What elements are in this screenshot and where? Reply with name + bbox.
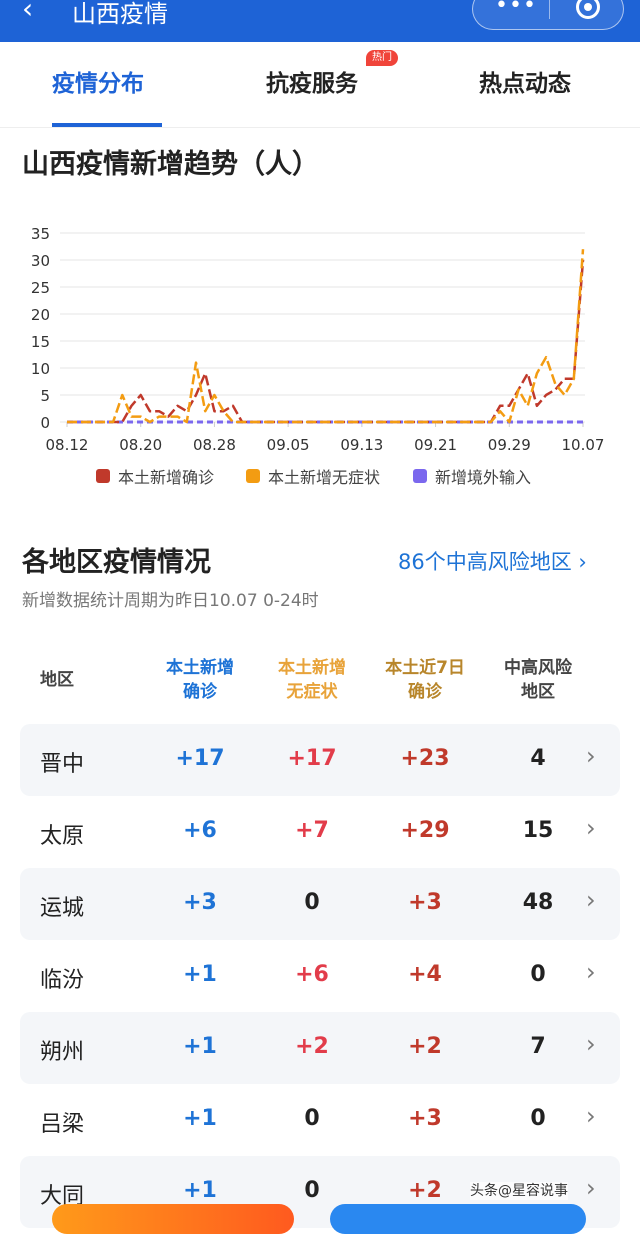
- divider: [549, 0, 550, 19]
- cell-value: +4: [408, 962, 442, 987]
- cell-value: +1: [183, 1106, 217, 1131]
- tab-news[interactable]: 热点动态: [479, 71, 571, 97]
- x-tick-label: 10.07: [562, 436, 605, 454]
- legend-swatch: [246, 469, 260, 483]
- cell-value: 7: [530, 1034, 546, 1059]
- cell-value: +3: [408, 1106, 442, 1131]
- legend-swatch: [413, 469, 427, 483]
- region-name: 晋中: [40, 752, 85, 777]
- tab-distribution[interactable]: 疫情分布: [52, 71, 144, 97]
- cell-value: +23: [400, 746, 450, 771]
- column-header: 地区: [40, 670, 74, 690]
- y-tick-label: 10: [31, 360, 50, 378]
- trend-chart: 35 30 25 20 15 10 5 0 08.12 08.20 08.28 09.05 09.13 0…: [31, 225, 605, 454]
- legend-imported: 新增境外输入: [413, 464, 531, 488]
- table-row[interactable]: 吕梁 +1 0 +3 0 ›: [20, 1084, 620, 1156]
- more-dots-icon[interactable]: •••: [495, 0, 537, 18]
- legend-asymptomatic: 本土新增无症状: [246, 464, 380, 488]
- bottom-button-left[interactable]: [52, 1204, 294, 1234]
- region-name: 吕梁: [40, 1112, 85, 1137]
- chevron-left-icon[interactable]: ‹: [22, 0, 34, 25]
- app-title: 山西疫情: [72, 0, 168, 28]
- chevron-right-icon[interactable]: ›: [586, 958, 596, 986]
- legend-swatch: [96, 469, 110, 483]
- column-header: 中高风险 地区: [504, 658, 572, 702]
- cell-value: 0: [304, 890, 320, 915]
- tab-services[interactable]: 抗疫服务: [266, 71, 358, 97]
- cell-value: 0: [530, 1106, 546, 1131]
- x-tick-label: 09.21: [414, 436, 457, 454]
- table-row[interactable]: 运城 +3 0 +3 48 ›: [20, 868, 620, 940]
- chevron-right-icon[interactable]: ›: [586, 1102, 596, 1130]
- cell-value: 0: [530, 962, 546, 987]
- legend-label: 新增境外输入: [435, 468, 532, 487]
- x-tick-label: 09.29: [488, 436, 531, 454]
- cell-value: 48: [522, 890, 554, 915]
- table-row[interactable]: 晋中 +17 +17 +23 4 ›: [20, 724, 620, 796]
- watermark: 头条@星容说事: [470, 1182, 568, 1200]
- regions-subtitle: 新增数据统计周期为昨日10.07 0-24时: [22, 591, 319, 611]
- cell-value: +3: [408, 890, 442, 915]
- table-row[interactable]: 太原 +6 +7 +29 15 ›: [20, 796, 620, 868]
- x-tick-label: 09.13: [340, 436, 383, 454]
- cell-value: +2: [295, 1034, 329, 1059]
- series-line-1: [67, 249, 585, 424]
- region-name: 运城: [40, 896, 85, 921]
- y-tick-label: 25: [31, 279, 50, 297]
- y-tick-label: 5: [40, 387, 50, 405]
- y-tick-label: 15: [31, 333, 50, 351]
- cell-value: 15: [522, 818, 554, 843]
- cell-value: +6: [295, 962, 329, 987]
- chevron-right-icon[interactable]: ›: [586, 886, 596, 914]
- cell-value: +17: [287, 746, 337, 771]
- column-header: 本土新增 无症状: [278, 658, 346, 702]
- cell-value: +3: [183, 890, 217, 915]
- region-name: 太原: [40, 824, 85, 849]
- column-header: 本土新增 确诊: [166, 658, 234, 702]
- y-tick-label: 35: [31, 225, 50, 243]
- legend-confirmed: 本土新增确诊: [96, 464, 214, 488]
- target-icon[interactable]: [576, 0, 600, 19]
- legend-label: 本土新增确诊: [118, 468, 215, 487]
- cell-value: +1: [183, 962, 217, 987]
- cell-value: +1: [183, 1178, 217, 1203]
- cell-value: 0: [304, 1178, 320, 1203]
- table-row[interactable]: 朔州 +1 +2 +2 7 ›: [20, 1012, 620, 1084]
- risk-areas-link[interactable]: 86个中高风险地区 ›: [398, 550, 587, 574]
- cell-value: +29: [400, 818, 450, 843]
- chevron-right-icon[interactable]: ›: [586, 1030, 596, 1058]
- cell-value: +1: [183, 1034, 217, 1059]
- cell-value: +17: [175, 746, 225, 771]
- trend-title: 山西疫情新增趋势（人）: [22, 149, 319, 180]
- cell-value: 0: [304, 1106, 320, 1131]
- cell-value: +2: [408, 1034, 442, 1059]
- table-row[interactable]: 临汾 +1 +6 +4 0 ›: [20, 940, 620, 1012]
- tab-bar: 疫情分布 抗疫服务 热门 热点动态: [0, 42, 640, 128]
- active-tab-indicator: [52, 123, 162, 127]
- x-tick-label: 08.20: [119, 436, 162, 454]
- chevron-right-icon[interactable]: ›: [586, 814, 596, 842]
- bottom-button-right[interactable]: [330, 1204, 586, 1234]
- legend-label: 本土新增无症状: [268, 468, 381, 487]
- regions-title: 各地区疫情情况: [22, 547, 211, 578]
- y-tick-label: 0: [40, 414, 50, 432]
- hot-badge: 热门: [366, 50, 398, 66]
- mini-program-capsule: •••: [472, 0, 624, 30]
- x-tick-label: 08.12: [46, 436, 89, 454]
- cell-value: 4: [530, 746, 546, 771]
- top-bar: ‹ 山西疫情 •••: [0, 0, 640, 42]
- x-tick-label: 08.28: [193, 436, 236, 454]
- region-name: 朔州: [40, 1040, 85, 1065]
- cell-value: +6: [183, 818, 217, 843]
- chevron-right-icon[interactable]: ›: [586, 742, 596, 770]
- cell-value: +2: [408, 1178, 442, 1203]
- y-tick-label: 30: [31, 252, 50, 270]
- chevron-right-icon[interactable]: ›: [586, 1174, 596, 1202]
- x-tick-label: 09.05: [267, 436, 310, 454]
- cell-value: +7: [295, 818, 329, 843]
- region-name: 临汾: [40, 968, 85, 993]
- column-header: 本土近7日 确诊: [385, 658, 465, 702]
- y-tick-label: 20: [31, 306, 50, 324]
